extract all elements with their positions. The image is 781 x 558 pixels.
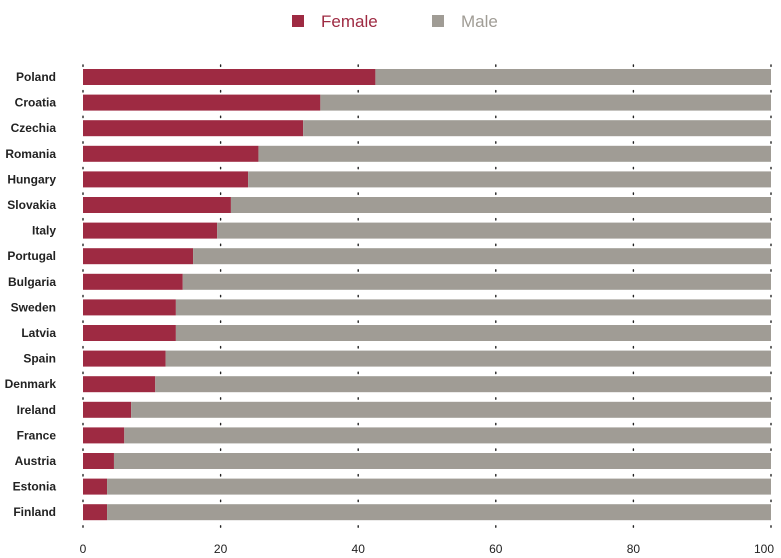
bar-male-spain: [165, 350, 771, 367]
bar-male-austria: [113, 453, 771, 469]
category-label-portugal: Portugal: [7, 249, 56, 263]
bar-female-poland: [83, 69, 376, 85]
bars: [83, 69, 772, 521]
bar-male-hungary: [248, 171, 771, 188]
legend-label-female: Female: [321, 12, 378, 31]
bar-male-france: [124, 427, 771, 444]
category-label-latvia: Latvia: [21, 326, 56, 340]
x-axis-ticks: 0 20 40 60 80 100: [80, 542, 775, 556]
bar-female-croatia: [83, 94, 321, 111]
category-label-hungary: Hungary: [7, 172, 56, 186]
legend: Female Male: [292, 12, 498, 31]
bar-female-denmark: [83, 376, 156, 393]
bar-male-portugal: [193, 248, 771, 265]
legend-label-male: Male: [461, 12, 498, 31]
bar-male-bulgaria: [182, 273, 771, 290]
bar-male-poland: [375, 69, 771, 85]
x-tick-label-100: 100: [754, 542, 774, 556]
bar-female-austria: [83, 453, 114, 469]
bar-male-croatia: [320, 94, 771, 111]
category-label-ireland: Ireland: [17, 403, 56, 417]
category-label-czechia: Czechia: [11, 121, 57, 135]
category-label-spain: Spain: [23, 352, 56, 366]
bar-female-slovakia: [83, 197, 231, 213]
x-tick-label-0: 0: [80, 542, 87, 556]
bar-female-czechia: [83, 120, 304, 137]
x-tick-label-40: 40: [352, 542, 366, 556]
category-label-bulgaria: Bulgaria: [8, 275, 56, 289]
category-label-poland: Poland: [16, 70, 56, 84]
bar-female-italy: [83, 222, 218, 239]
bar-female-estonia: [83, 478, 108, 495]
category-label-finland: Finland: [13, 505, 56, 519]
category-labels: Poland Croatia Czechia Romania Hungary Slovak…: [5, 70, 57, 519]
category-label-italy: Italy: [32, 224, 56, 238]
bar-male-slovakia: [230, 197, 772, 213]
bar-female-romania: [83, 145, 259, 162]
bar-female-latvia: [83, 325, 176, 341]
category-label-estonia: Estonia: [13, 480, 57, 494]
bar-female-bulgaria: [83, 273, 183, 290]
bar-male-italy: [217, 222, 771, 239]
legend-swatch-male: [432, 15, 444, 27]
bar-female-portugal: [83, 248, 194, 265]
bar-male-finland: [107, 504, 771, 521]
bar-female-spain: [83, 350, 166, 367]
category-label-romania: Romania: [5, 147, 56, 161]
bar-female-hungary: [83, 171, 249, 188]
category-label-france: France: [17, 428, 57, 442]
bar-male-romania: [258, 145, 771, 162]
category-label-croatia: Croatia: [15, 96, 57, 110]
bar-male-estonia: [107, 478, 771, 495]
bar-female-sweden: [83, 299, 176, 316]
x-tick-label-60: 60: [489, 542, 503, 556]
category-label-slovakia: Slovakia: [7, 198, 56, 212]
bar-male-czechia: [303, 120, 771, 137]
bar-male-denmark: [155, 376, 772, 393]
legend-swatch-female: [292, 15, 304, 27]
gridlines: [82, 64, 772, 531]
bar-female-ireland: [83, 401, 132, 418]
bar-female-france: [83, 427, 125, 444]
x-tick-label-80: 80: [627, 542, 641, 556]
bar-male-latvia: [175, 325, 771, 341]
bar-male-ireland: [131, 401, 771, 418]
x-tick-label-20: 20: [214, 542, 228, 556]
category-label-sweden: Sweden: [11, 300, 56, 314]
bar-female-finland: [83, 504, 108, 521]
category-label-denmark: Denmark: [5, 377, 57, 391]
category-label-austria: Austria: [15, 454, 57, 468]
bar-male-sweden: [175, 299, 771, 316]
